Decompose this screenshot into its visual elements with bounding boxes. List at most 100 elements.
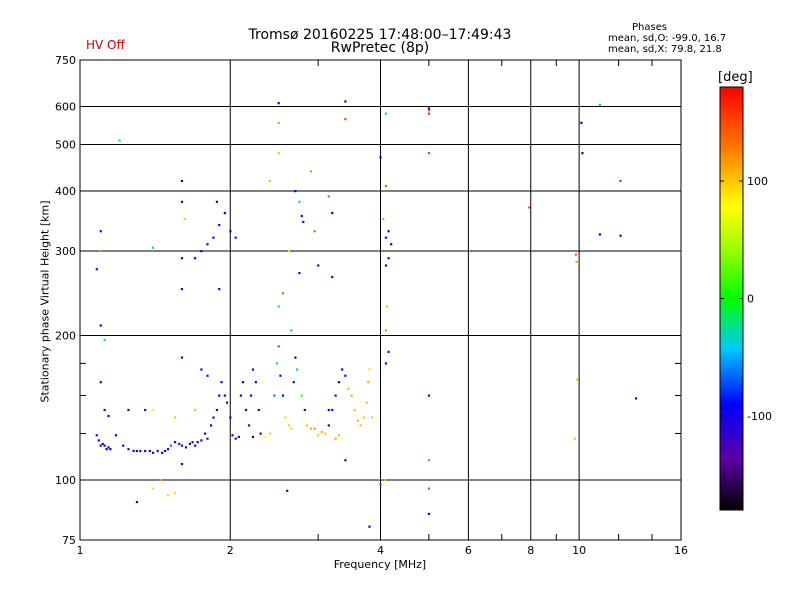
echo-point bbox=[575, 378, 579, 381]
plot-grid bbox=[80, 60, 681, 540]
y-tick-label: 300 bbox=[55, 245, 76, 258]
echo-point bbox=[148, 449, 152, 453]
echo-point bbox=[281, 394, 285, 397]
echo-point bbox=[225, 401, 229, 404]
echo-point bbox=[279, 374, 282, 377]
echo-point bbox=[350, 394, 353, 397]
echo-point bbox=[135, 449, 139, 453]
echo-point bbox=[151, 487, 155, 490]
echo-point bbox=[268, 179, 271, 183]
echo-point bbox=[166, 448, 170, 451]
echo-point bbox=[178, 442, 181, 445]
axis-ticks: 1 2 4 6 8 10 16 75 100 200 300 400 500 600 750 bbox=[55, 54, 688, 557]
phases-x-stats: mean, sd,X: 79.8, 21.8 bbox=[608, 44, 722, 55]
phase-colorbar: 100 0 -100 bbox=[719, 86, 772, 511]
echo-point bbox=[277, 121, 280, 124]
echo-point bbox=[344, 118, 347, 121]
x-tick-label: 10 bbox=[572, 544, 586, 557]
echo-point bbox=[331, 212, 334, 215]
echo-point bbox=[161, 451, 164, 454]
echo-point bbox=[166, 494, 170, 497]
echo-point bbox=[619, 179, 622, 183]
echo-point bbox=[215, 408, 219, 412]
echo-point bbox=[200, 250, 203, 253]
echo-point bbox=[277, 345, 280, 348]
echo-point bbox=[277, 102, 280, 105]
echo-point bbox=[302, 220, 305, 224]
echo-point bbox=[212, 236, 215, 239]
echo-point bbox=[180, 444, 184, 447]
echo-point bbox=[320, 430, 323, 434]
echo-point bbox=[327, 424, 330, 427]
y-tick-label: 200 bbox=[55, 330, 76, 343]
echo-point bbox=[344, 374, 347, 377]
echo-point bbox=[241, 381, 245, 384]
echo-point bbox=[127, 408, 130, 412]
echo-point bbox=[203, 432, 207, 435]
colorbar-tick-label: -100 bbox=[747, 410, 772, 423]
hv-status-label: HV Off bbox=[86, 38, 125, 52]
echo-point bbox=[580, 121, 583, 124]
y-tick-label: 100 bbox=[55, 474, 76, 487]
echo-point bbox=[194, 257, 197, 260]
echo-point bbox=[244, 408, 248, 412]
echo-point bbox=[356, 419, 359, 422]
colorbar-tick-label: 0 bbox=[747, 293, 754, 306]
echo-point bbox=[206, 374, 209, 377]
echo-point bbox=[277, 305, 280, 308]
echo-point bbox=[528, 206, 531, 209]
echo-point bbox=[281, 292, 285, 295]
echo-point bbox=[103, 338, 106, 341]
echo-point bbox=[173, 416, 177, 419]
echo-point bbox=[384, 362, 388, 365]
echo-point bbox=[384, 329, 388, 332]
echo-point bbox=[151, 451, 155, 454]
echo-point bbox=[229, 230, 232, 233]
echo-point bbox=[574, 253, 578, 256]
echo-point bbox=[427, 394, 431, 397]
echo-point bbox=[334, 437, 337, 440]
y-tick-label: 750 bbox=[55, 54, 76, 67]
echo-point bbox=[180, 288, 184, 291]
echo-point bbox=[379, 156, 382, 159]
echo-point bbox=[114, 434, 118, 437]
echo-point bbox=[331, 275, 334, 279]
phases-title: Phases bbox=[632, 22, 668, 33]
echo-point bbox=[107, 446, 110, 449]
echo-point bbox=[122, 444, 125, 447]
echo-point bbox=[300, 394, 303, 397]
echo-point bbox=[359, 424, 362, 427]
echo-point bbox=[365, 401, 368, 404]
echo-point bbox=[97, 439, 100, 442]
echo-point bbox=[273, 394, 276, 397]
echo-point bbox=[573, 437, 576, 440]
echo-point bbox=[384, 236, 388, 239]
echo-point bbox=[249, 394, 253, 397]
echo-point bbox=[173, 491, 177, 495]
echo-point bbox=[298, 271, 301, 275]
echo-point bbox=[362, 416, 365, 419]
echo-point bbox=[206, 437, 209, 440]
x-tick-label: 6 bbox=[465, 544, 472, 557]
echo-point bbox=[156, 449, 159, 453]
echo-point bbox=[183, 217, 186, 221]
echo-point bbox=[237, 435, 240, 439]
echo-point bbox=[334, 394, 337, 397]
echo-point bbox=[196, 441, 199, 444]
echo-point bbox=[317, 264, 320, 267]
echo-point bbox=[368, 525, 371, 528]
echo-point bbox=[173, 441, 177, 444]
echo-point bbox=[368, 368, 371, 371]
x-tick-label: 2 bbox=[227, 544, 234, 557]
echo-point bbox=[341, 368, 344, 371]
echo-point bbox=[313, 427, 316, 430]
echo-point bbox=[234, 236, 237, 239]
echo-point bbox=[99, 250, 102, 253]
echo-point bbox=[268, 432, 271, 435]
echo-point bbox=[180, 356, 184, 359]
echo-point bbox=[107, 414, 110, 418]
echo-point bbox=[347, 387, 350, 390]
echo-point bbox=[231, 434, 234, 437]
echo-point bbox=[367, 381, 370, 384]
